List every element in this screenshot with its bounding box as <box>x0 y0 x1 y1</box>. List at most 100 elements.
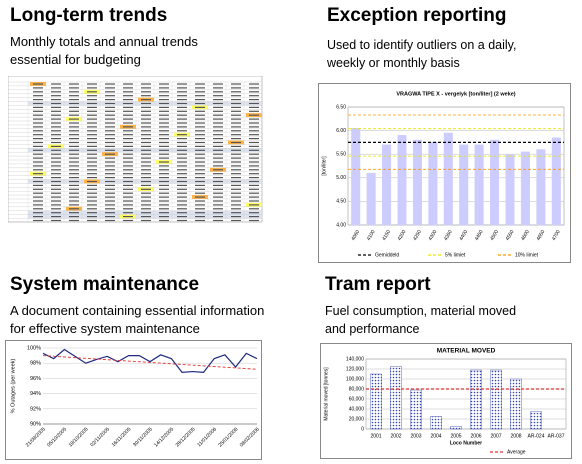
table-cell-text <box>141 192 151 194</box>
table-cell-text <box>33 196 43 198</box>
table-cell-text <box>231 145 241 147</box>
table-cell-text <box>177 83 187 85</box>
table-cell-text <box>69 173 79 175</box>
x-tick-label: 4400 <box>458 229 469 242</box>
table-cell-text <box>249 180 259 183</box>
description-line: Fuel consumption, material moved <box>325 304 517 318</box>
table-cell-text <box>159 192 169 194</box>
table-cell-text <box>159 91 169 93</box>
table-cell-text <box>195 200 205 202</box>
description-line: Monthly totals and annual trends <box>10 34 198 49</box>
table-cell-text <box>231 122 241 124</box>
section-description: Fuel consumption, material moved and per… <box>325 302 516 338</box>
table-cell-text <box>213 134 223 136</box>
table-cell-text <box>195 126 205 128</box>
table-cell-text <box>123 153 133 155</box>
table-cell-text <box>213 219 223 222</box>
table-cell-text <box>249 95 259 97</box>
table-cell-text <box>105 145 115 147</box>
table-cell-text <box>213 192 223 194</box>
table-cell-text <box>105 122 115 124</box>
table-cell-text <box>141 87 151 89</box>
table-cell-text <box>141 165 151 167</box>
table-cell-text <box>159 106 169 108</box>
data-line <box>42 348 258 373</box>
table-cell-text <box>141 122 151 124</box>
table-cell-text <box>141 145 151 147</box>
table-cell-text <box>141 196 151 198</box>
table-cell-text <box>249 118 259 120</box>
table-cell-text <box>249 157 259 159</box>
table-cell-text <box>69 180 79 183</box>
table-cell-text <box>231 138 241 140</box>
table-cell-text <box>141 118 151 120</box>
bar <box>412 139 422 226</box>
table-cell-text <box>195 177 205 179</box>
table-cell-text <box>177 91 187 93</box>
table-cell-text <box>231 188 241 190</box>
table-cell-text <box>123 114 133 116</box>
x-tick-label: 2003 <box>410 433 421 439</box>
table-cell-text <box>69 169 79 171</box>
table-cell-text <box>177 219 187 222</box>
table-cell-text <box>87 83 97 85</box>
y-tick-label: 100,000 <box>346 376 364 382</box>
table-cell-text <box>195 102 205 105</box>
table-cell-text <box>33 149 43 151</box>
table-cell-text <box>69 212 79 214</box>
table-cell-text <box>177 184 187 186</box>
table-cell-text <box>51 95 61 97</box>
table-cell-text <box>69 114 79 116</box>
table-cell-text <box>159 200 169 202</box>
y-axis-label: % Outages (per week) <box>10 358 16 413</box>
table-cell-text <box>195 196 205 198</box>
bar <box>459 144 469 226</box>
bar <box>428 142 438 226</box>
table-cell-text <box>177 153 187 155</box>
table-cell-text <box>159 216 169 218</box>
table-cell-text <box>123 95 133 97</box>
table-cell-text <box>159 138 169 140</box>
table-cell-text <box>213 138 223 140</box>
table-cell-text <box>141 130 151 132</box>
table-cell-text <box>33 110 43 112</box>
table-cell-text <box>123 165 133 167</box>
table-cell-text <box>33 200 43 202</box>
table-cell-text <box>195 216 205 218</box>
table-cell-text <box>51 216 61 218</box>
section-title: Long-term trends <box>10 5 168 26</box>
table-cell-text <box>69 204 79 206</box>
table-cell-text <box>123 106 133 108</box>
table-cell-text <box>249 216 259 218</box>
table-cell-text <box>159 149 169 151</box>
section-description: Monthly totals and annual trends essenti… <box>10 33 198 69</box>
table-cell-text <box>195 138 205 140</box>
table-cell-text <box>213 184 223 186</box>
x-tick-label: 2006 <box>470 433 481 439</box>
table-cell-text <box>231 204 241 206</box>
bar <box>430 416 442 430</box>
table-cell-text <box>231 83 241 85</box>
table-cell-text <box>51 196 61 198</box>
table-cell-text <box>33 122 43 124</box>
table-cell-text <box>159 110 169 112</box>
table-cell-text <box>249 99 259 101</box>
legend-label: Gemiddeld <box>375 252 399 258</box>
table-cell-text <box>177 110 187 112</box>
table-cell-text <box>231 106 241 108</box>
table-cell-text <box>213 83 223 85</box>
table-cell-text <box>141 106 151 108</box>
table-cell-text <box>141 99 151 101</box>
table-cell-text <box>87 138 97 140</box>
table-cell-text <box>87 134 97 136</box>
bar <box>551 137 561 226</box>
table-cell-text <box>213 196 223 198</box>
y-tick-label: 120,000 <box>346 366 364 372</box>
table-cell-text <box>123 130 133 132</box>
table-cell-text <box>69 157 79 159</box>
table-cell-text <box>159 141 169 144</box>
table-cell-text <box>87 165 97 167</box>
table-cell-text <box>213 149 223 151</box>
x-tick-label: 2005 <box>450 433 461 439</box>
table-cell-text <box>105 177 115 179</box>
